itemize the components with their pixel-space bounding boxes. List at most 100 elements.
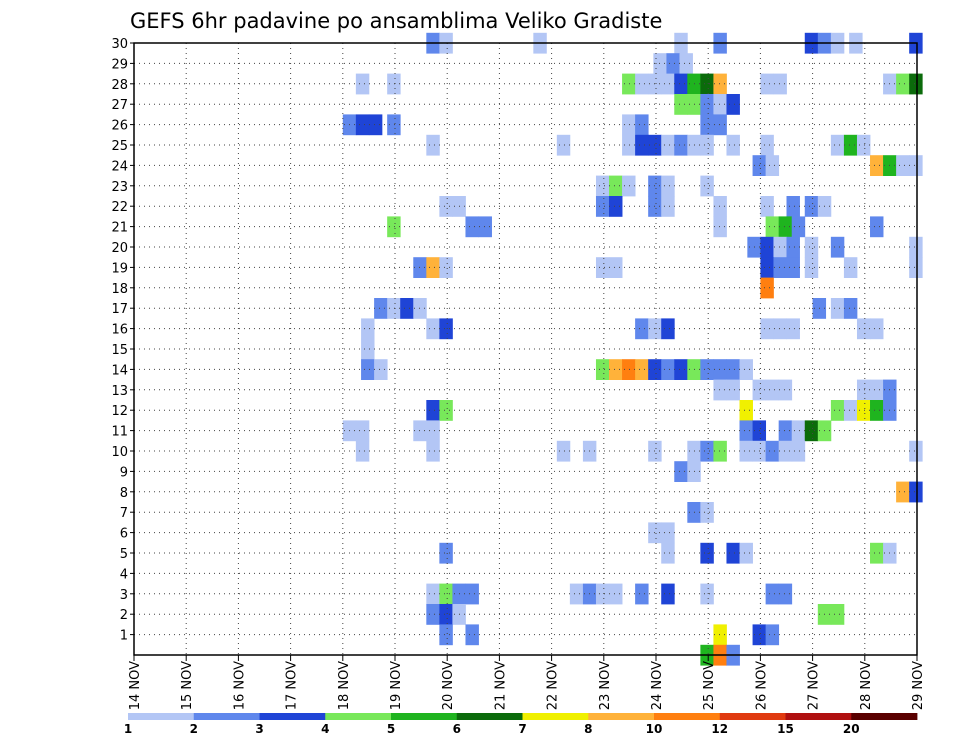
x-tick-label: 24 NOV xyxy=(650,661,665,710)
heat-cell xyxy=(804,196,819,217)
heat-cell xyxy=(674,134,688,156)
heat-cell xyxy=(856,318,871,340)
heat-cell xyxy=(896,481,910,503)
y-tick-label: 11 xyxy=(111,425,128,440)
legend-swatch xyxy=(588,713,655,720)
heat-cell xyxy=(778,216,793,238)
color-legend: 1 2 3 4 5 6 7 8 10 12 15 20 xyxy=(124,713,918,736)
heat-cell xyxy=(426,583,440,605)
x-tick-label: 29 NOV xyxy=(911,661,926,710)
heat-cell xyxy=(870,379,884,401)
grid-layer xyxy=(134,42,917,655)
y-tick-label: 3 xyxy=(120,588,128,603)
y-tick-label: 4 xyxy=(120,567,128,582)
legend-label: 7 xyxy=(518,722,526,736)
heat-cell xyxy=(387,298,401,319)
x-tick-label: 26 NOV xyxy=(754,661,769,710)
x-tick-label: 15 NOV xyxy=(180,661,195,710)
legend-label: 2 xyxy=(190,722,198,736)
heat-cell xyxy=(870,216,884,238)
heat-cell xyxy=(355,114,370,136)
y-tick-label: 5 xyxy=(120,547,128,562)
heat-cell xyxy=(830,236,845,258)
legend-swatch xyxy=(719,713,786,720)
x-axis: 14 NOV 15 NOV 16 NOV 17 NOV 18 NOV 19 NOV 20 N… xyxy=(128,655,926,710)
heat-cell xyxy=(674,359,688,380)
heat-cell xyxy=(465,216,479,238)
heat-cell xyxy=(773,236,787,258)
heat-cell xyxy=(609,583,623,605)
heat-cell xyxy=(635,359,649,380)
heat-cell xyxy=(700,94,714,115)
heat-cell xyxy=(739,420,753,442)
legend-swatch xyxy=(128,713,195,720)
heat-cell xyxy=(700,73,714,95)
heat-cell xyxy=(700,114,714,136)
heat-cell xyxy=(635,134,649,156)
heat-cell xyxy=(765,379,780,401)
heat-cell xyxy=(374,359,388,380)
heat-cell xyxy=(830,134,845,156)
x-tick-label: 16 NOV xyxy=(232,661,247,710)
heat-cell xyxy=(609,196,623,217)
heat-cell xyxy=(713,359,727,380)
chart-title: GEFS 6hr padavine po ansamblima Veliko G… xyxy=(130,9,662,33)
heat-cell xyxy=(609,257,623,278)
heat-cell xyxy=(726,94,740,115)
heat-cell xyxy=(713,73,727,95)
heat-cell xyxy=(760,257,774,278)
heat-cell xyxy=(700,542,714,564)
heat-cell xyxy=(713,379,727,401)
heat-cell xyxy=(387,114,401,136)
heat-cell xyxy=(713,114,727,136)
y-tick-label: 7 xyxy=(120,506,128,521)
heat-cell xyxy=(713,440,727,462)
heat-cell xyxy=(661,196,675,217)
heat-cell xyxy=(426,604,440,625)
heat-cell xyxy=(653,53,667,74)
legend-label: 5 xyxy=(387,722,395,736)
heat-cell xyxy=(726,379,740,401)
x-tick-label: 23 NOV xyxy=(598,661,613,710)
heat-cell xyxy=(439,318,453,340)
heat-cell xyxy=(843,257,858,278)
y-tick-label: 19 xyxy=(111,261,128,276)
heat-cell xyxy=(635,114,649,136)
heat-cell xyxy=(387,216,401,238)
heat-cell xyxy=(635,583,649,605)
legend-label: 1 xyxy=(124,722,132,736)
y-tick-label: 14 xyxy=(111,363,128,378)
heat-cell xyxy=(909,73,923,95)
heat-cell xyxy=(830,298,845,319)
y-tick-label: 25 xyxy=(111,139,128,154)
heat-cell xyxy=(609,175,623,197)
legend-swatch xyxy=(654,713,721,720)
heat-cell xyxy=(679,53,693,74)
heat-cell xyxy=(361,318,375,340)
heat-cell xyxy=(786,196,800,217)
heat-cell xyxy=(739,400,753,421)
heat-cell xyxy=(739,542,753,564)
heat-cell xyxy=(791,216,806,238)
heat-cell xyxy=(804,420,819,442)
y-tick-label: 26 xyxy=(111,119,128,134)
heat-cell xyxy=(426,400,440,421)
y-tick-label: 10 xyxy=(111,445,128,460)
heat-cell xyxy=(556,440,571,462)
heat-cell xyxy=(622,73,636,95)
heat-cell xyxy=(778,420,793,442)
heat-cell xyxy=(700,440,714,462)
heat-cell xyxy=(622,175,636,197)
heat-cell xyxy=(726,134,740,156)
heat-cell xyxy=(400,298,414,319)
heat-cell xyxy=(661,359,675,380)
heat-cell xyxy=(609,359,623,380)
heat-cell xyxy=(791,440,806,462)
y-tick-label: 22 xyxy=(111,200,128,215)
heat-cell xyxy=(786,236,800,258)
heat-cell xyxy=(760,236,774,258)
heat-cell xyxy=(355,73,370,95)
y-tick-label: 23 xyxy=(111,180,128,195)
heat-cell xyxy=(713,624,727,646)
